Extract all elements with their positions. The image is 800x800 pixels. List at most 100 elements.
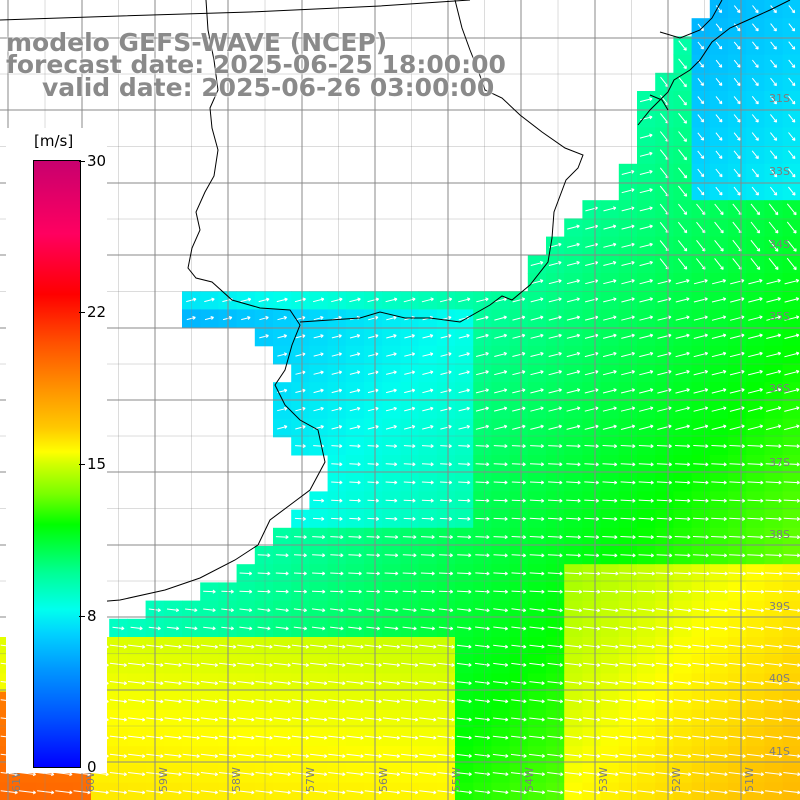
wind-arrow xyxy=(437,717,455,722)
wind-arrow xyxy=(693,315,708,321)
wind-arrow xyxy=(765,626,783,631)
wind-arrow xyxy=(440,424,452,430)
wind-arrow xyxy=(182,699,200,704)
wind-arrow xyxy=(747,424,764,431)
wind-arrow xyxy=(620,444,636,449)
wind-arrow xyxy=(128,699,146,704)
wind-arrow xyxy=(277,352,288,357)
wind-arrow xyxy=(564,772,582,777)
wind-arrow xyxy=(475,516,490,521)
wind-arrow xyxy=(382,644,400,649)
wind-arrow xyxy=(382,717,400,722)
wind-arrow xyxy=(547,553,563,558)
wind-arrow xyxy=(382,662,400,667)
wind-arrow xyxy=(619,626,637,631)
wind-arrow xyxy=(620,498,636,503)
wind-arrow xyxy=(566,297,580,303)
wind-arrow xyxy=(512,297,526,303)
latitude-label: 35S xyxy=(769,310,790,323)
wind-arrow xyxy=(567,224,580,230)
wind-arrow xyxy=(765,424,782,431)
wind-arrow xyxy=(349,444,361,449)
coastline-path xyxy=(299,0,584,323)
wind-arrow xyxy=(564,571,583,576)
wind-arrow xyxy=(456,681,472,686)
wind-arrow xyxy=(456,735,472,740)
wind-arrow xyxy=(584,553,600,558)
wind-arrow xyxy=(747,388,763,394)
wind-arrow xyxy=(349,480,361,485)
wind-arrow xyxy=(548,260,562,266)
wind-arrow xyxy=(331,352,342,357)
wind-arrow xyxy=(764,589,783,594)
wind-arrow xyxy=(203,589,216,594)
wind-arrow xyxy=(711,297,727,303)
latitude-label: 36S xyxy=(769,382,790,395)
wind-arrow xyxy=(751,114,759,123)
wind-arrow xyxy=(639,97,653,103)
wind-arrow xyxy=(182,717,200,722)
wind-arrow xyxy=(729,516,746,521)
wind-arrow xyxy=(239,571,253,576)
longitude-label: 53W xyxy=(597,767,610,792)
wind-arrow xyxy=(419,753,437,758)
wind-arrow xyxy=(656,535,673,540)
wind-arrow xyxy=(512,406,526,412)
wind-arrow xyxy=(729,351,745,358)
wind-arrow xyxy=(566,351,581,358)
wind-arrow xyxy=(475,351,489,357)
wind-arrow xyxy=(511,480,526,485)
wind-arrow xyxy=(237,717,255,722)
wind-arrow xyxy=(200,790,218,795)
wind-arrow xyxy=(751,186,759,196)
wind-arrow xyxy=(530,333,544,339)
wind-arrow xyxy=(692,753,710,758)
wind-arrow xyxy=(603,297,617,303)
wind-arrow xyxy=(766,369,782,376)
wind-arrow xyxy=(364,681,382,686)
wind-arrow xyxy=(457,553,472,558)
wind-arrow xyxy=(619,790,637,795)
wind-arrow xyxy=(770,132,778,141)
wind-arrow xyxy=(584,498,599,503)
wind-arrow xyxy=(456,772,472,777)
wind-arrow xyxy=(182,772,200,777)
wind-arrow xyxy=(729,553,746,558)
wind-arrow xyxy=(511,462,526,467)
wind-arrow xyxy=(164,790,182,795)
wind-arrow xyxy=(457,608,472,613)
wind-arrow xyxy=(675,388,690,394)
wind-arrow xyxy=(547,498,563,503)
wind-arrow xyxy=(710,772,728,777)
wind-arrow xyxy=(752,59,759,68)
wind-arrow xyxy=(769,186,778,196)
wind-arrow xyxy=(237,662,255,667)
wind-arrow xyxy=(733,96,741,105)
wind-arrow xyxy=(711,480,727,485)
wind-arrow xyxy=(766,388,782,394)
wind-arrow xyxy=(312,553,326,558)
wind-arrow xyxy=(402,626,417,631)
wind-arrow xyxy=(620,480,636,485)
wind-arrow xyxy=(747,498,764,503)
wind-arrow xyxy=(237,735,255,740)
wind-arrow xyxy=(710,735,728,740)
wind-arrow xyxy=(784,278,800,285)
wind-arrow xyxy=(765,753,783,758)
wind-arrow xyxy=(328,753,346,758)
wind-arrow xyxy=(750,239,761,252)
wind-arrow xyxy=(402,553,417,558)
wind-arrow xyxy=(313,352,324,357)
wind-arrow xyxy=(330,553,344,558)
wind-arrow xyxy=(311,626,326,631)
wind-arrow xyxy=(367,406,379,412)
wind-arrow xyxy=(768,221,779,234)
wind-arrow xyxy=(747,480,764,485)
wind-arrow xyxy=(692,516,709,521)
wind-arrow xyxy=(420,608,435,613)
wind-arrow xyxy=(621,242,635,248)
wind-arrow xyxy=(639,206,653,212)
wind-arrow xyxy=(603,260,617,266)
wind-arrow xyxy=(295,334,306,339)
